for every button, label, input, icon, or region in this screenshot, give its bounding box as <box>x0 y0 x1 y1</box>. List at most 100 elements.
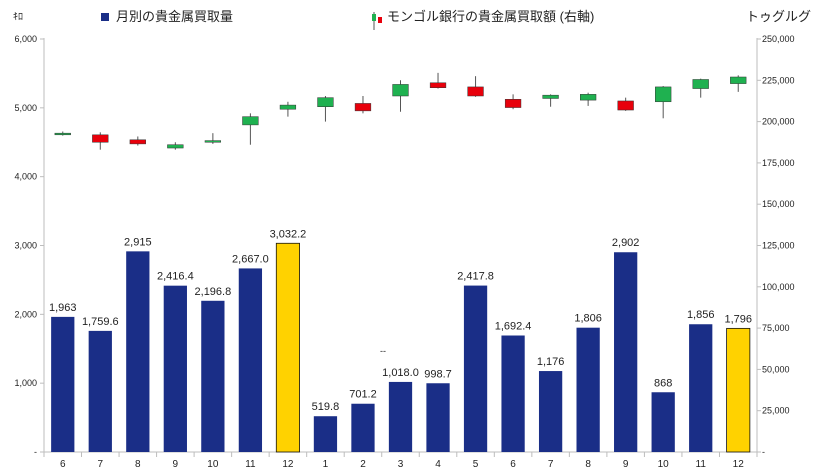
x-axis-tick-label: 11 <box>245 459 256 470</box>
legend-candle-icon <box>372 12 382 30</box>
bar <box>651 392 675 452</box>
bar <box>576 327 600 452</box>
legend-bar-swatch <box>101 13 109 21</box>
bar <box>388 381 413 452</box>
bar-data-label: 2,417.8 <box>457 271 494 283</box>
x-axis-ticks: 6 7 8 9 10 11 12 1 2 3 4 5 6 7 8 9 10 11 12 <box>43 452 758 470</box>
bar-series <box>51 242 751 453</box>
candle-body <box>392 84 409 97</box>
right-axis-tick-label: 250,000 <box>762 34 795 44</box>
right-axis-tick-label: 125,000 <box>762 241 795 251</box>
right-axis-tick-label: - <box>762 447 765 457</box>
right-axis-tick-label: 25,000 <box>762 406 790 416</box>
bar-data-label: 1,796 <box>724 313 752 325</box>
left-axis-tick-label: 5,000 <box>14 103 37 113</box>
bar-data-label: 519.8 <box>312 401 340 413</box>
bar <box>313 416 338 452</box>
bar <box>51 316 75 452</box>
left-axis-tick-label: 1,000 <box>14 378 37 388</box>
right-axis-tick-label: 75,000 <box>762 323 790 333</box>
candle-body <box>279 104 297 110</box>
bar <box>501 335 525 452</box>
bar <box>726 327 751 453</box>
bar-data-label: 2,196.8 <box>195 286 232 298</box>
legend-candle-label: モンゴル銀行の貴金属買取額 (右軸) <box>387 9 594 24</box>
candle-body <box>354 103 372 112</box>
bar-data-label: 2,667.0 <box>232 253 269 265</box>
bar-data-label: 701.2 <box>349 389 377 401</box>
bar <box>463 285 488 452</box>
bar <box>275 242 300 453</box>
left-axis-tick-label: - <box>34 447 37 457</box>
bar <box>201 300 225 452</box>
bar-data-label: 998.7 <box>424 368 452 380</box>
right-axis-unit: トゥグルグ <box>746 9 811 24</box>
x-axis-tick-label: 11 <box>696 459 707 470</box>
x-axis-tick-label: 9 <box>173 459 179 470</box>
bar <box>538 371 563 452</box>
bar-data-label: 2,915 <box>124 236 152 248</box>
left-axis-tick-label: 6,000 <box>14 34 37 44</box>
candle-body <box>204 140 221 143</box>
bar <box>351 403 375 452</box>
right-axis-tick-label: 150,000 <box>762 199 795 209</box>
bar-data-label: 1,963 <box>49 302 77 314</box>
candle-body <box>92 134 109 143</box>
candle-body <box>655 86 672 103</box>
bar <box>426 383 450 452</box>
x-axis-tick-label: 5 <box>473 459 479 470</box>
x-axis-tick-label: 7 <box>548 459 554 470</box>
bar-data-labels: 1,963 1,759.6 2,915 2,416.42,196.8 2,667.0 3,… <box>49 228 752 413</box>
candlestick-series <box>54 72 747 150</box>
candle-body <box>542 94 559 99</box>
candle-body <box>467 86 484 97</box>
right-axis-tick-label: 50,000 <box>762 364 790 374</box>
bar <box>88 330 112 452</box>
bar-data-label: 2,416.4 <box>157 271 194 283</box>
right-axis-ticks: - 25,000 50,000 75,000 100,000 125,000 150,000… <box>757 34 795 457</box>
left-axis-ticks: - 1,000 2,000 3,000 4,000 5,000 6,000 <box>14 34 44 457</box>
x-axis-tick-label: 10 <box>658 459 670 470</box>
bar-data-label: 868 <box>654 377 672 389</box>
bar <box>614 252 638 452</box>
x-axis-tick-label: 6 <box>60 459 66 470</box>
left-axis-tick-label: 3,000 <box>14 241 37 251</box>
candle-body <box>129 139 146 145</box>
bar-data-label: 1,018.0 <box>382 367 419 379</box>
x-axis-tick-label: 6 <box>510 459 516 470</box>
left-axis-tick-label: 2,000 <box>14 309 37 319</box>
candle-body <box>730 76 747 84</box>
right-axis-tick-label: 100,000 <box>762 282 795 292</box>
x-axis-tick-label: 7 <box>98 459 104 470</box>
legend-bar-label: 月別の貴金属買取量 <box>116 9 233 24</box>
candle-body <box>580 94 597 101</box>
x-axis-tick-label: 3 <box>398 459 404 470</box>
bar-data-label: 1,176 <box>537 356 565 368</box>
x-axis-tick-label: 1 <box>323 459 329 470</box>
bar-data-label: 1,856 <box>687 309 715 321</box>
candle-body <box>317 97 334 107</box>
bar <box>689 324 713 452</box>
legend: 月別の貴金属買取量 モンゴル銀行の貴金属買取額 (右軸) <box>101 9 594 30</box>
x-axis-tick-label: 12 <box>733 459 745 470</box>
x-axis-tick-label: 12 <box>282 459 294 470</box>
x-axis-tick-label: 4 <box>435 459 441 470</box>
bar <box>238 268 263 452</box>
candle-body <box>167 144 184 149</box>
x-axis-tick-label: 8 <box>135 459 141 470</box>
candle-body <box>617 100 634 111</box>
stray-mark: -- <box>380 346 386 356</box>
bar-data-label: 1,759.6 <box>82 316 119 328</box>
candle-body <box>54 132 71 136</box>
bar <box>163 285 187 452</box>
bar-data-label: 3,032.2 <box>270 228 307 240</box>
candle-body <box>242 116 259 126</box>
x-axis-tick-label: 9 <box>623 459 629 470</box>
right-axis-tick-label: 225,000 <box>762 75 795 85</box>
bar <box>126 251 150 452</box>
bar-data-label: 1,806 <box>574 313 602 325</box>
left-axis-tick-label: 4,000 <box>14 172 37 182</box>
x-axis-tick-label: 10 <box>207 459 219 470</box>
candle-body <box>429 82 447 88</box>
